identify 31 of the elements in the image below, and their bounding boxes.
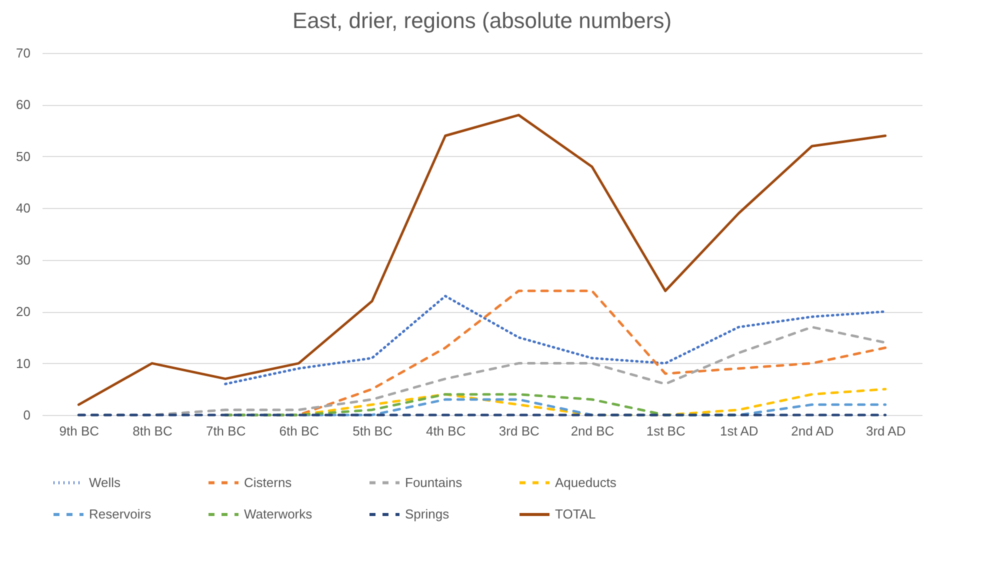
x-tick-label: 9th BC [59,424,100,438]
y-tick-label: 60 [16,97,30,112]
x-tick-label: 4th BC [426,424,466,438]
x-tick-label: 2nd AD [791,424,834,438]
line-series [77,114,887,406]
legend-label: Cisterns [244,474,292,490]
y-tick-label: 10 [16,356,30,371]
x-tick-label: 3rd AD [866,424,906,438]
x-tick-label: 3rd BC [498,424,540,438]
y-tick-label: 0 [23,408,30,422]
x-tick-label: 1st AD [720,424,758,438]
y-tick-label: 30 [16,252,30,268]
x-tick-label: 5th BC [352,424,392,438]
chart-title: East, drier, regions (absolute numbers) [292,8,672,33]
y-tick-label: 40 [16,200,30,216]
y-tick-label: 20 [16,304,30,320]
legend-label: TOTAL [555,506,596,522]
x-tick-label: 7th BC [206,424,246,438]
legend-label: Reservoirs [89,506,152,522]
x-tick-label: 2nd BC [570,424,614,438]
legend-label: Fountains [405,474,463,490]
line-series [224,294,887,386]
legend-label: Wells [89,474,122,490]
x-tick-label: 6th BC [279,424,320,438]
x-tick-label: 1st BC [646,424,686,438]
y-tick-label: 70 [16,46,30,60]
legend-label: Aqueducts [555,474,617,490]
x-tick-label: 8th BC [132,424,172,438]
legend-label: Waterworks [244,506,313,522]
legend-label: Springs [405,506,450,522]
y-tick-label: 50 [16,148,30,164]
